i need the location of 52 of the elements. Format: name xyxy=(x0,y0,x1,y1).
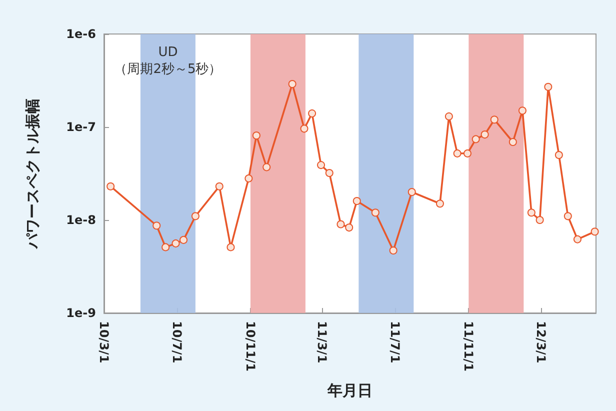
point xyxy=(590,228,599,236)
point xyxy=(226,243,235,252)
point xyxy=(436,200,444,208)
point xyxy=(172,239,180,248)
point xyxy=(288,80,296,88)
point xyxy=(106,182,115,190)
point xyxy=(554,150,563,159)
x-tick-label: 10/3/1 xyxy=(97,321,111,364)
y-tick-label: 1e-6 xyxy=(66,27,96,41)
point xyxy=(544,82,552,91)
x-axis-title: 年月日 xyxy=(326,382,372,400)
band-label: UD （周期2秒～5秒） xyxy=(114,45,222,77)
point xyxy=(244,174,253,182)
point xyxy=(180,236,188,244)
point xyxy=(480,130,489,139)
point xyxy=(536,216,544,224)
point xyxy=(352,197,361,206)
point xyxy=(336,220,345,228)
point xyxy=(508,138,517,146)
point xyxy=(215,182,224,190)
x-tick-label: 11/3/1 xyxy=(315,321,330,364)
point xyxy=(490,116,498,124)
point xyxy=(308,109,316,118)
point xyxy=(317,161,326,170)
point xyxy=(345,224,354,232)
point xyxy=(389,246,398,254)
point xyxy=(162,243,170,252)
point xyxy=(371,208,380,217)
x-tick-label: 10/7/1 xyxy=(170,321,184,364)
y-axis-title: パワースペクトル振幅 xyxy=(24,98,42,250)
x-tick-label: 12/3/1 xyxy=(534,321,548,364)
point xyxy=(463,149,472,158)
x-tick-label: 11/7/1 xyxy=(388,321,402,364)
point xyxy=(252,132,260,140)
y-tick-label: 1e-9 xyxy=(66,306,96,320)
x-tick-label: 10/11/1 xyxy=(243,321,258,372)
point xyxy=(453,149,462,158)
point xyxy=(191,212,200,220)
point xyxy=(262,163,271,172)
point xyxy=(152,222,161,230)
x-tick-label: 11/11/1 xyxy=(462,321,476,372)
point xyxy=(408,188,416,196)
point xyxy=(300,124,308,133)
point xyxy=(518,106,526,115)
point xyxy=(527,208,536,217)
point xyxy=(564,212,572,220)
y-tick-label: 1e-7 xyxy=(66,120,96,134)
point xyxy=(325,169,334,178)
point xyxy=(573,235,582,244)
point xyxy=(444,112,453,120)
point xyxy=(472,135,480,144)
y-tick-label: 1e-8 xyxy=(66,213,96,227)
